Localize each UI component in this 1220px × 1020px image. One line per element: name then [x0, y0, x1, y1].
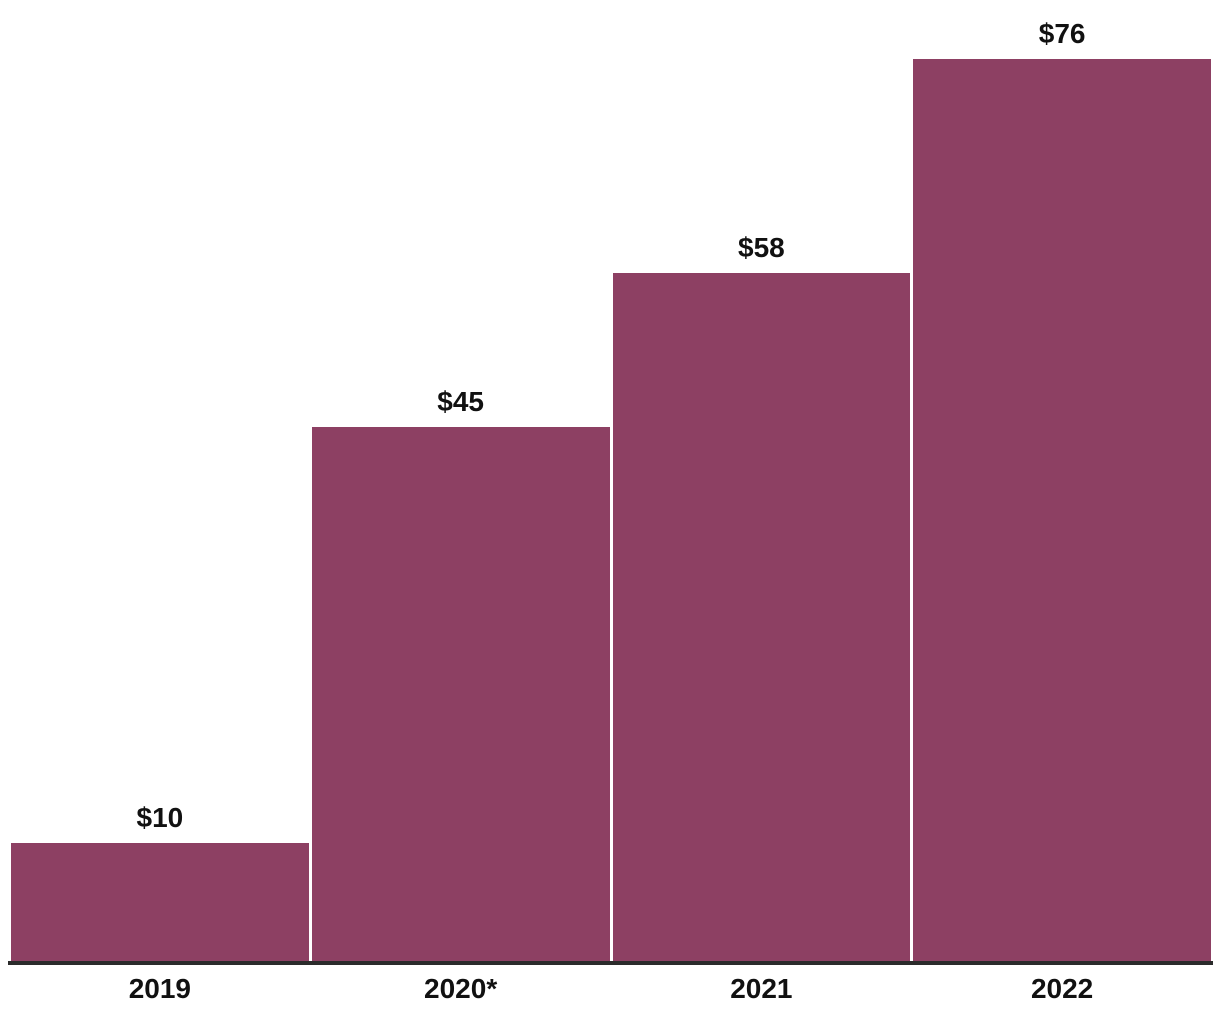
bar-group: $76 — [913, 17, 1211, 962]
bar-value-label: $10 — [136, 802, 184, 834]
bar — [311, 427, 610, 962]
x-axis-labels: 2019 2020* 2021 2022 — [11, 972, 1211, 1006]
plot-area: $10 $45 $58 $76 — [11, 0, 1211, 962]
bar-group: $58 — [612, 231, 911, 962]
x-tick-label: 2021 — [730, 973, 793, 1004]
bar-value-label: $45 — [437, 386, 484, 418]
x-axis-line — [8, 961, 1213, 965]
x-tick-label: 2020* — [424, 973, 498, 1004]
bar-value-label: $58 — [738, 232, 785, 264]
bar — [913, 59, 1211, 962]
x-tick-label: 2019 — [128, 973, 192, 1004]
x-tick-label: 2022 — [1030, 973, 1094, 1004]
bar-group: $45 — [311, 385, 610, 962]
bar-value-label: $76 — [1038, 18, 1086, 50]
bar-group: $10 — [11, 801, 309, 962]
bar — [612, 273, 911, 962]
bar — [11, 843, 309, 962]
